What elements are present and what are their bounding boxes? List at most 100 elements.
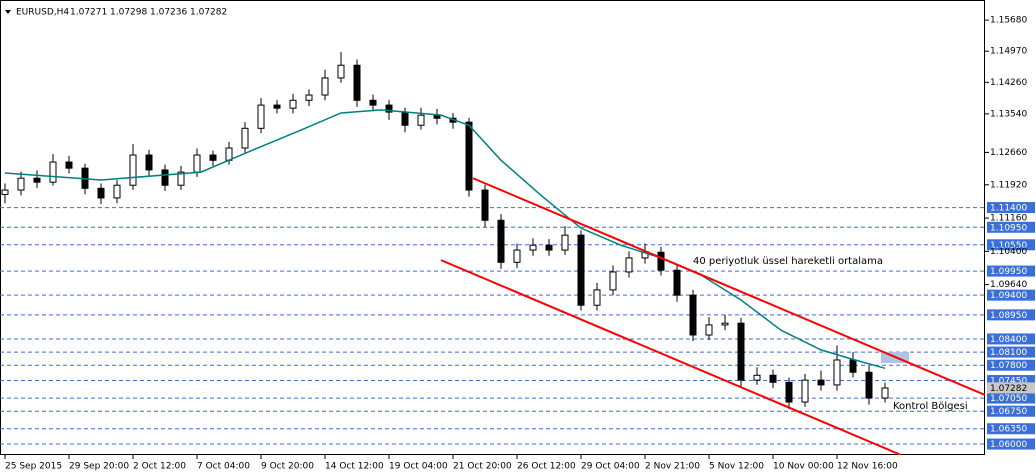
candle-body xyxy=(481,189,489,221)
candle-body xyxy=(289,99,297,109)
level-box xyxy=(987,333,1035,345)
chart-title: EURUSD,H4 xyxy=(16,8,69,18)
x-tick-label: 12 Nov 16:00 xyxy=(837,462,898,472)
candle-body xyxy=(673,269,681,296)
level-label: 1.07050 xyxy=(987,392,1035,404)
level-text: 1.07450 xyxy=(990,377,1027,387)
level-label: 1.06000 xyxy=(987,438,1035,450)
candle-body xyxy=(721,322,729,326)
candle-body xyxy=(129,154,137,186)
x-tick-label: 25 Sep 2015 xyxy=(5,462,62,472)
candle-body xyxy=(273,104,281,109)
channel-line xyxy=(472,177,985,396)
header-value: 1.07282 xyxy=(190,8,227,18)
level-box xyxy=(987,359,1035,371)
level-text: 1.10950 xyxy=(990,223,1027,233)
level-text: 1.10550 xyxy=(990,241,1027,251)
axes: 1.11400 1.10950 1.10550 1.09950 1.09400 1.089… xyxy=(4,16,1035,472)
candle-body xyxy=(385,104,393,113)
candle-body xyxy=(657,251,665,271)
level-text: 1.08950 xyxy=(990,311,1027,321)
level-label: 1.07450 xyxy=(987,375,1035,387)
candle-body xyxy=(689,294,697,336)
candle-body xyxy=(545,244,553,251)
candle-body xyxy=(561,234,569,251)
y-tick-label: 1.13540 xyxy=(990,109,1027,119)
y-tick-label: 1.15680 xyxy=(990,16,1027,26)
candle-body xyxy=(257,104,265,129)
candle-body xyxy=(145,154,153,171)
candle-body xyxy=(625,257,633,273)
level-label: 1.09400 xyxy=(987,289,1035,301)
header-value: 1.07271 xyxy=(70,8,107,18)
level-box xyxy=(987,202,1035,214)
candle-body xyxy=(401,111,409,126)
level-text: 1.08100 xyxy=(990,348,1027,358)
x-tick-label: 7 Oct 04:00 xyxy=(197,462,250,472)
x-tick-label: 14 Oct 12:00 xyxy=(325,462,384,472)
menu-triangle xyxy=(5,10,11,14)
annotation: Kontrol Bölgesi xyxy=(893,401,968,412)
y-tick-label: 1.14260 xyxy=(990,78,1027,88)
candle-body xyxy=(305,94,313,101)
ema-line xyxy=(4,109,886,370)
y-tick-label: 1.11920 xyxy=(990,180,1027,190)
candle-body xyxy=(529,244,537,251)
candle-body xyxy=(321,77,329,96)
candle-body xyxy=(609,271,617,291)
level-box xyxy=(987,423,1035,435)
candle-body xyxy=(881,387,889,399)
candle-body xyxy=(369,99,377,106)
x-tick-label: 29 Oct 04:00 xyxy=(581,462,640,472)
candle-body xyxy=(833,359,841,386)
level-label: 1.10950 xyxy=(987,221,1035,233)
level-box xyxy=(987,265,1035,277)
level-text: 1.09950 xyxy=(990,267,1027,277)
level-box xyxy=(987,239,1035,251)
current-price-box xyxy=(987,382,1035,394)
x-tick-label: 21 Oct 20:00 xyxy=(453,462,512,472)
x-tick-label: 19 Oct 04:00 xyxy=(389,462,448,472)
current-price-label: 1.07282 xyxy=(990,384,1027,394)
level-text: 1.11400 xyxy=(990,204,1027,214)
level-label: 1.11400 xyxy=(987,202,1035,214)
level-text: 1.07050 xyxy=(990,394,1027,404)
candle-body xyxy=(1,189,9,195)
level-text: 1.09400 xyxy=(990,291,1027,301)
candle-body xyxy=(737,322,745,381)
candle-body xyxy=(113,184,121,199)
channel-line xyxy=(440,259,902,455)
candle-body xyxy=(193,154,201,173)
candle-body xyxy=(849,359,857,373)
level-text: 1.06350 xyxy=(990,425,1027,435)
y-tick-label: 1.11160 xyxy=(990,214,1027,224)
x-tick-label: 2 Oct 12:00 xyxy=(133,462,186,472)
annotation: 40 periyotluk üssel hareketli ortalama xyxy=(693,256,883,267)
candle-body xyxy=(593,289,601,306)
header: EURUSD,H4 1.07271 1.07298 1.07236 1.07282 xyxy=(5,8,227,18)
level-box xyxy=(987,405,1035,417)
candle-body xyxy=(33,177,41,183)
level-box xyxy=(987,438,1035,450)
level-label: 1.07800 xyxy=(987,359,1035,371)
candle-body xyxy=(17,177,25,191)
plot-area: 40 periyotluk üssel hareketli ortalama Ko… xyxy=(0,52,985,455)
candle-body xyxy=(753,374,761,381)
level-label: 1.08100 xyxy=(987,346,1035,358)
candle-body xyxy=(241,127,249,149)
candle-body xyxy=(417,114,425,126)
candle-body xyxy=(65,161,73,169)
candle-body xyxy=(577,234,585,306)
header-value: 1.07236 xyxy=(150,8,187,18)
candle-body xyxy=(513,249,521,263)
y-tick-label: 1.14970 xyxy=(990,47,1027,57)
level-label: 1.10550 xyxy=(987,239,1035,251)
candle-body xyxy=(705,324,713,336)
x-tick-label: 5 Nov 12:00 xyxy=(709,462,764,472)
level-box xyxy=(987,221,1035,233)
x-tick-label: 26 Oct 12:00 xyxy=(517,462,576,472)
x-tick-label: 29 Sep 20:00 xyxy=(69,462,129,472)
x-tick-label: 10 Nov 00:00 xyxy=(773,462,834,472)
x-tick-label: 9 Oct 20:00 xyxy=(261,462,314,472)
